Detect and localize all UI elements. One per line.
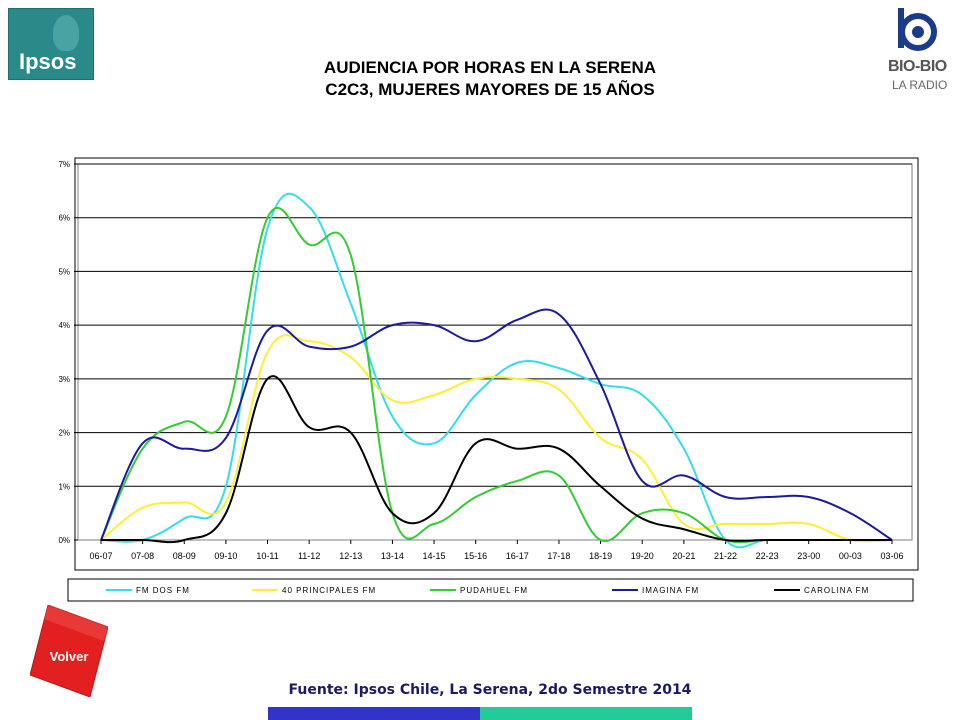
volver-label: Volver: [50, 649, 89, 664]
legend-label: IMAGINA FM: [642, 586, 699, 595]
footer-bar-blue: [268, 707, 480, 720]
ipsos-logo-text: Ipsos: [19, 49, 77, 74]
plot-area: [77, 163, 913, 541]
legend-label: 40 PRINCIPALES FM: [282, 586, 376, 595]
biobio-logo: BIO-BIO LA RADIO: [876, 6, 956, 102]
y-tick-label: 0%: [58, 536, 70, 545]
biobio-emblem-icon: [898, 8, 937, 51]
y-tick-label: 4%: [58, 321, 70, 330]
x-tick-label: 17-18: [547, 551, 570, 561]
y-tick-label: 5%: [58, 267, 70, 276]
footer-bar-teal: [480, 707, 692, 720]
biobio-logo-name: BIO-BIO: [888, 58, 947, 75]
x-tick-label: 06-07: [89, 551, 112, 561]
series-line-2: [100, 334, 893, 543]
x-tick-label: 14-15: [423, 551, 446, 561]
x-tick-label: 08-09: [173, 551, 196, 561]
x-tick-label: 00-03: [839, 551, 862, 561]
x-tick-label: 12-13: [339, 551, 362, 561]
x-tick-label: 23-00: [797, 551, 820, 561]
x-tick-label: 10-11: [256, 551, 278, 561]
volver-button[interactable]: Volver: [30, 605, 108, 697]
x-tick-label: 16-17: [506, 551, 529, 561]
legend-label: CAROLINA FM: [804, 586, 869, 595]
y-tick-label: 7%: [58, 160, 70, 169]
series-line-5: [101, 375, 892, 544]
x-tick-label: 09-10: [214, 551, 237, 561]
x-tick-label: 13-14: [381, 551, 404, 561]
legend-label: FM DOS FM: [136, 586, 190, 595]
ipsos-head-icon: [53, 15, 79, 51]
x-tick-label: 19-20: [631, 551, 654, 561]
chart-title-line2: C2C3, MUJERES MAYORES DE 15 AÑOS: [325, 80, 655, 99]
y-tick-label: 6%: [58, 214, 70, 223]
x-tick-label: 22-23: [756, 551, 779, 561]
ipsos-logo: Ipsos: [8, 8, 94, 80]
source-note: Fuente: Ipsos Chile, La Serena, 2do Seme…: [288, 682, 692, 698]
series-line-3: [100, 207, 892, 544]
series-line-1: [100, 192, 892, 549]
x-tick-label: 03-06: [880, 551, 903, 561]
x-tick-label: 21-22: [714, 551, 737, 561]
legend-label: PUDAHUEL FM: [460, 586, 528, 595]
x-tick-label: 11-12: [298, 551, 320, 561]
y-tick-label: 2%: [58, 429, 70, 438]
biobio-logo-sub: LA RADIO: [892, 78, 948, 92]
x-tick-label: 07-08: [131, 551, 154, 561]
chart-title-line1: AUDIENCIA POR HORAS EN LA SERENA: [323, 58, 657, 77]
y-tick-label: 1%: [58, 482, 70, 491]
x-tick-label: 20-21: [672, 551, 695, 561]
x-tick-label: 18-19: [589, 551, 612, 561]
series-line-4: [100, 308, 893, 541]
legend-box: [67, 578, 914, 602]
x-tick-label: 15-16: [464, 551, 487, 561]
y-tick-label: 3%: [58, 375, 70, 384]
